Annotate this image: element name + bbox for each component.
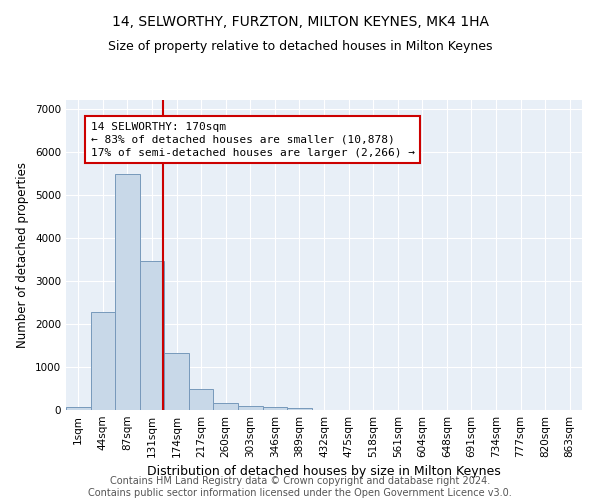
Bar bbox=[263, 407, 287, 410]
Text: 14, SELWORTHY, FURZTON, MILTON KEYNES, MK4 1HA: 14, SELWORTHY, FURZTON, MILTON KEYNES, M… bbox=[112, 15, 488, 29]
Text: Size of property relative to detached houses in Milton Keynes: Size of property relative to detached ho… bbox=[108, 40, 492, 53]
Text: 14 SELWORTHY: 170sqm
← 83% of detached houses are smaller (10,878)
17% of semi-d: 14 SELWORTHY: 170sqm ← 83% of detached h… bbox=[91, 122, 415, 158]
Bar bbox=[66, 407, 91, 410]
Bar bbox=[91, 312, 115, 410]
Bar bbox=[238, 406, 263, 410]
Y-axis label: Number of detached properties: Number of detached properties bbox=[16, 162, 29, 348]
X-axis label: Distribution of detached houses by size in Milton Keynes: Distribution of detached houses by size … bbox=[147, 466, 501, 478]
Bar bbox=[140, 262, 164, 410]
Text: Contains HM Land Registry data © Crown copyright and database right 2024.
Contai: Contains HM Land Registry data © Crown c… bbox=[88, 476, 512, 498]
Bar bbox=[214, 403, 238, 410]
Bar bbox=[164, 353, 189, 410]
Bar bbox=[287, 408, 312, 410]
Bar bbox=[189, 390, 214, 410]
Bar bbox=[115, 174, 140, 410]
